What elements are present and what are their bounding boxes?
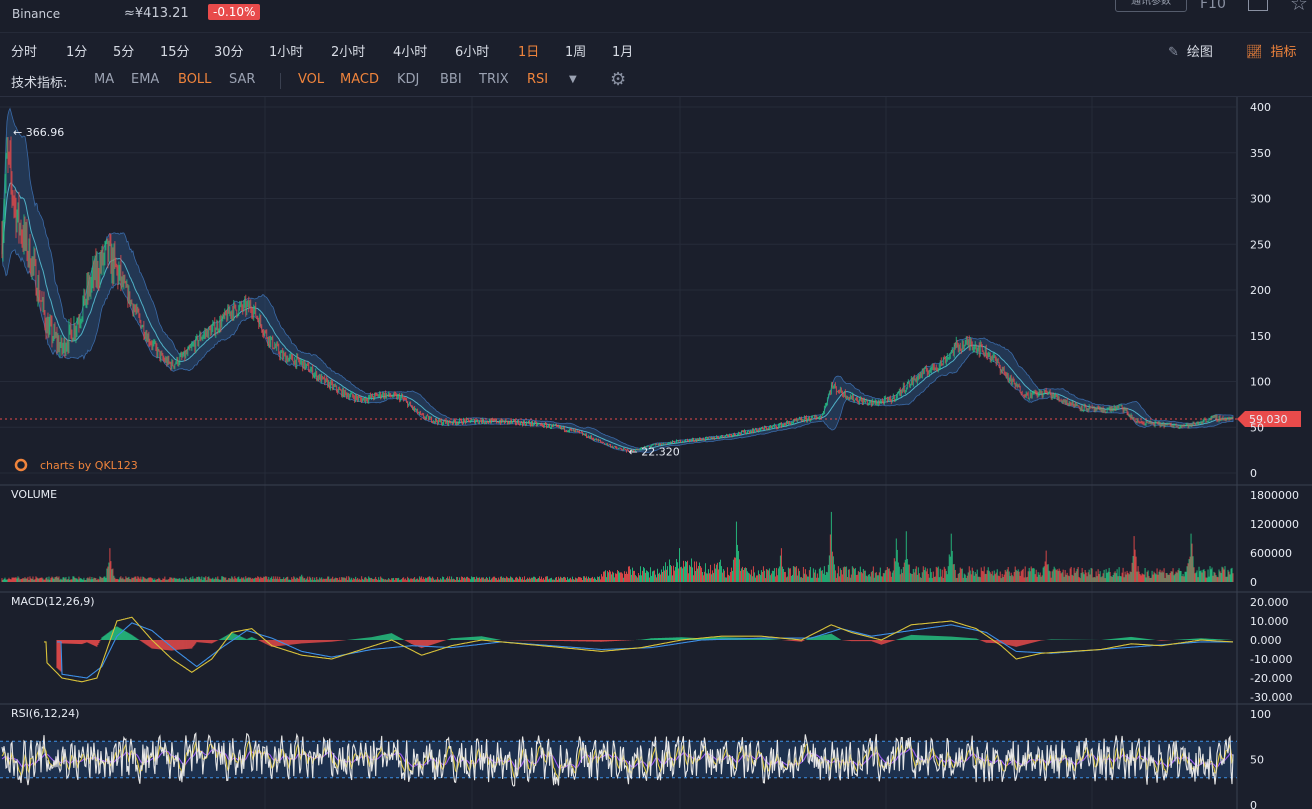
indicator-ema[interactable]: EMA bbox=[131, 72, 160, 87]
indicator-macd[interactable]: MACD bbox=[340, 72, 379, 87]
draw-label: 绘图 bbox=[1186, 45, 1213, 60]
price-tick: 100 bbox=[1250, 376, 1271, 389]
macd-tick: -20.000 bbox=[1250, 672, 1292, 685]
volume-tick: 0 bbox=[1250, 576, 1257, 589]
last-price-label: 59.030 bbox=[1249, 413, 1288, 426]
params-button[interactable]: 通讯参数 bbox=[1115, 0, 1187, 12]
indicator-bar: 技术指标: ▼ ⚙ MA EMA BOLL SAR VOL MACD KDJ BBI TRIX R… bbox=[0, 66, 1312, 97]
indicator-sar[interactable]: SAR bbox=[229, 72, 256, 87]
macd-tick: 10.000 bbox=[1250, 615, 1289, 628]
period-10[interactable]: 1周 bbox=[565, 45, 587, 60]
indicator-bbi[interactable]: BBI bbox=[440, 72, 462, 87]
indicator-rsi[interactable]: RSI bbox=[527, 72, 549, 87]
period-3[interactable]: 15分 bbox=[160, 45, 190, 60]
macd-panel: MACD(12,26,9) 20.000 10.000 0.000 -10.000 -20… bbox=[11, 595, 1292, 704]
indicator-button[interactable]: 📈︎ 指标 bbox=[1246, 41, 1297, 60]
price-tick: 0 bbox=[1250, 467, 1257, 480]
high-marker: ← 366.96 bbox=[13, 126, 64, 139]
draw-button[interactable]: ✎ 绘图 bbox=[1168, 41, 1213, 60]
price-tick: 200 bbox=[1250, 284, 1271, 297]
volume-tick: 1200000 bbox=[1250, 518, 1299, 531]
more-dropdown-icon[interactable]: ▼ bbox=[569, 74, 577, 85]
candles: 59.030 ← 366.96 ← 22.320 charts by QKL123 bbox=[0, 126, 1301, 472]
price-axis: 0 50 100 150 200 250 300 350 400 bbox=[1250, 101, 1271, 480]
watermark: charts by QKL123 bbox=[40, 459, 138, 472]
rsi-panel: RSI(6,12,24) 0 50 100 bbox=[0, 707, 1271, 809]
period-1[interactable]: 1分 bbox=[66, 45, 88, 60]
rsi-tick: 50 bbox=[1250, 754, 1264, 767]
indicator-kdj[interactable]: KDJ bbox=[397, 72, 420, 87]
ticker-header: Binance ≈¥413.21 -0.10% 通讯参数 F10 ☆ bbox=[0, 0, 1312, 33]
volume-title: VOLUME bbox=[11, 488, 57, 501]
period-8[interactable]: 6小时 bbox=[455, 45, 490, 60]
exchange-name: Binance bbox=[12, 7, 61, 21]
rsi-tick: 100 bbox=[1250, 708, 1271, 721]
last-price-tag bbox=[1237, 410, 1301, 427]
gear-icon[interactable]: ⚙ bbox=[610, 69, 627, 90]
price-tick: 50 bbox=[1250, 421, 1264, 434]
period-2[interactable]: 5分 bbox=[113, 45, 135, 60]
rsi-title: RSI(6,12,24) bbox=[11, 707, 79, 720]
volume-tick: 600000 bbox=[1250, 547, 1292, 560]
period-6[interactable]: 2小时 bbox=[331, 45, 366, 60]
rsi-tick: 0 bbox=[1250, 799, 1257, 809]
rsi-6 bbox=[1, 732, 1234, 787]
volume-panel: VOLUME 0 600000 1200000 1800000 bbox=[1, 488, 1299, 589]
macd-dif bbox=[44, 616, 1234, 683]
pencil-icon: ✎ bbox=[1168, 45, 1179, 60]
period-bar: ✎ 绘图 📈︎ 指标 分时 1分 5分 15分 30分 1小时 2小时 4小时 6小时 1日 1周 1月 bbox=[0, 33, 1312, 65]
indicator-label: 指标 bbox=[1270, 45, 1297, 60]
period-7[interactable]: 4小时 bbox=[393, 45, 428, 60]
period-4[interactable]: 30分 bbox=[214, 45, 244, 60]
macd-title: MACD(12,26,9) bbox=[11, 595, 95, 608]
macd-tick: -30.000 bbox=[1250, 691, 1292, 704]
divider bbox=[280, 73, 281, 89]
indicator-trix[interactable]: TRIX bbox=[479, 72, 509, 87]
boll-mid bbox=[1, 182, 1234, 451]
price-tick: 400 bbox=[1250, 101, 1271, 114]
chart-bg bbox=[0, 97, 1312, 809]
macd-dea bbox=[57, 622, 1233, 679]
price-tick: 350 bbox=[1250, 147, 1271, 160]
export-icon[interactable] bbox=[1248, 0, 1268, 11]
price-tick: 300 bbox=[1250, 193, 1271, 206]
indicator-label-text: 技术指标: bbox=[11, 76, 68, 91]
macd-tick: 20.000 bbox=[1250, 596, 1289, 609]
macd-tick: -10.000 bbox=[1250, 653, 1292, 666]
star-icon[interactable]: ☆ bbox=[1290, 0, 1308, 15]
logo-icon bbox=[14, 458, 28, 472]
price-cny: ≈¥413.21 bbox=[124, 6, 189, 21]
macd-tick: 0.000 bbox=[1250, 634, 1282, 647]
period-5[interactable]: 1小时 bbox=[269, 45, 304, 60]
price-tick: 150 bbox=[1250, 330, 1271, 343]
chart-area[interactable]: 59.030 ← 366.96 ← 22.320 charts by QKL123 0… bbox=[0, 97, 1312, 809]
period-0[interactable]: 分时 bbox=[11, 45, 38, 60]
indicator-ma[interactable]: MA bbox=[94, 72, 115, 87]
low-marker: ← 22.320 bbox=[628, 446, 679, 459]
indicator-vol[interactable]: VOL bbox=[298, 72, 325, 87]
volume-tick: 1800000 bbox=[1250, 489, 1299, 502]
chart-line-icon: 📈︎ bbox=[1246, 45, 1263, 60]
change-badge: -0.10% bbox=[208, 4, 261, 20]
f10-button[interactable]: F10 bbox=[1200, 0, 1226, 12]
period-11[interactable]: 1月 bbox=[612, 45, 634, 60]
price-tick: 250 bbox=[1250, 238, 1271, 251]
indicator-boll[interactable]: BOLL bbox=[178, 72, 212, 87]
period-9[interactable]: 1日 bbox=[518, 45, 540, 60]
